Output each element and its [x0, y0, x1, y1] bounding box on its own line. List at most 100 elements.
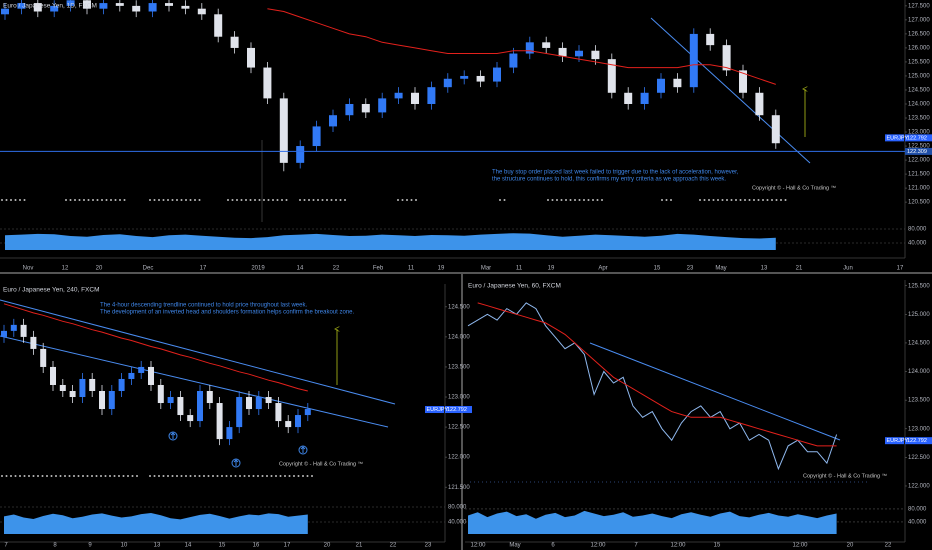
- candle-body: [575, 50, 583, 57]
- x-tick-label: 23: [687, 266, 694, 272]
- x-tick-label: 19: [438, 266, 445, 272]
- signal-dot: [91, 475, 93, 477]
- signal-dot: [401, 199, 404, 201]
- signal-dot: [766, 199, 769, 201]
- y-tick-label: 123.000: [908, 426, 930, 432]
- signal-dot: [207, 475, 210, 477]
- x-tick-label: 23: [425, 543, 432, 549]
- x-tick-label: 20: [847, 543, 854, 549]
- y-tick-label: 121.500: [908, 172, 930, 178]
- signal-dot: [335, 199, 337, 201]
- symbol-label: EURJPY: [887, 438, 909, 444]
- candle-body: [118, 378, 125, 391]
- copyright: Copyright © - Hall & Co Trading ™: [803, 472, 887, 479]
- x-tick-label: 20: [324, 543, 331, 549]
- signal-dot: [587, 199, 590, 201]
- x-tick-label: 13: [761, 266, 768, 272]
- level-label: 122.309: [907, 149, 927, 155]
- signal-dot: [726, 199, 728, 201]
- signal-dot: [311, 475, 313, 477]
- candle-body: [230, 36, 239, 48]
- y-tick-label: 121.500: [448, 485, 470, 491]
- signal-dot: [198, 475, 201, 477]
- signal-dot: [122, 475, 125, 477]
- signal-dot: [344, 199, 346, 201]
- signal-dot: [569, 199, 572, 201]
- signal-dot: [65, 199, 67, 201]
- x-tick-label: 11: [516, 266, 523, 272]
- signal-dot: [167, 199, 169, 201]
- signal-dot: [113, 475, 116, 477]
- candle-body: [624, 92, 633, 104]
- signal-dot: [10, 199, 12, 201]
- signal-dot: [306, 475, 309, 477]
- candle-body: [640, 92, 649, 104]
- signal-dot: [153, 475, 156, 477]
- candle-body: [304, 409, 311, 416]
- signal-dot: [14, 199, 17, 201]
- x-tick-label: 22: [885, 543, 892, 549]
- y-tick-label: 126.500: [908, 31, 930, 37]
- signal-dot: [95, 475, 98, 477]
- signal-dot: [185, 199, 187, 201]
- candle-body: [255, 397, 262, 410]
- candle-body: [755, 92, 764, 116]
- signal-dot: [503, 199, 506, 201]
- signal-dot: [180, 199, 183, 201]
- symbol-tag: [885, 134, 904, 142]
- x-tick-label: Nov: [23, 266, 34, 272]
- candle-body: [739, 70, 747, 93]
- icon: [170, 432, 176, 439]
- price-tag-label: 122.792: [447, 407, 467, 413]
- indicator-tick-label: 40.000: [908, 241, 927, 247]
- signal-dot: [775, 199, 778, 201]
- signal-dot: [245, 199, 247, 201]
- signal-dot: [5, 199, 8, 201]
- signal-dot: [46, 475, 48, 477]
- signal-dot: [397, 199, 399, 201]
- candle-body: [99, 391, 105, 410]
- candle-body: [345, 103, 354, 116]
- symbol-tag: [425, 406, 444, 414]
- signal-dot: [68, 475, 71, 477]
- candle-body: [296, 146, 305, 163]
- signal-dot: [78, 199, 81, 201]
- signal-dot: [185, 475, 187, 477]
- signal-dot: [257, 475, 259, 477]
- signal-dot: [703, 199, 706, 201]
- signal-dot: [670, 199, 672, 201]
- signal-dot: [284, 475, 286, 477]
- signal-dot: [5, 475, 8, 477]
- signal-dot: [1, 199, 3, 201]
- candle-body: [216, 403, 223, 440]
- signal-dot: [198, 199, 201, 201]
- y-tick-label: 122.000: [908, 484, 930, 490]
- candle-body: [132, 5, 141, 12]
- price-pane: [467, 302, 838, 471]
- candle-body: [329, 115, 337, 127]
- y-tick-label: 122.500: [448, 425, 470, 431]
- signal-dot: [721, 199, 724, 201]
- copyright: Copyright © - Hall & Co Trading ™: [279, 460, 363, 467]
- candle-body: [591, 50, 600, 60]
- y-tick-label: 122.500: [908, 144, 930, 150]
- signal-dot: [771, 199, 773, 201]
- symbol-tag: [885, 437, 904, 445]
- candle-body: [226, 427, 233, 440]
- candle-body: [83, 0, 91, 9]
- signal-dot: [254, 199, 256, 201]
- signal-dot: [303, 199, 306, 201]
- moving-average: [3, 303, 308, 392]
- candle-body: [187, 415, 194, 422]
- signal-dot: [330, 199, 333, 201]
- icon: [300, 446, 306, 453]
- candle-body: [1, 330, 7, 337]
- y-tick-label: 123.500: [448, 365, 470, 371]
- signal-dot: [261, 475, 264, 477]
- x-tick-label: 20: [96, 266, 103, 272]
- signal-dot: [230, 475, 232, 477]
- x-tick-label: 21: [796, 266, 803, 272]
- signal-dot: [730, 199, 733, 201]
- signal-dot: [312, 199, 315, 201]
